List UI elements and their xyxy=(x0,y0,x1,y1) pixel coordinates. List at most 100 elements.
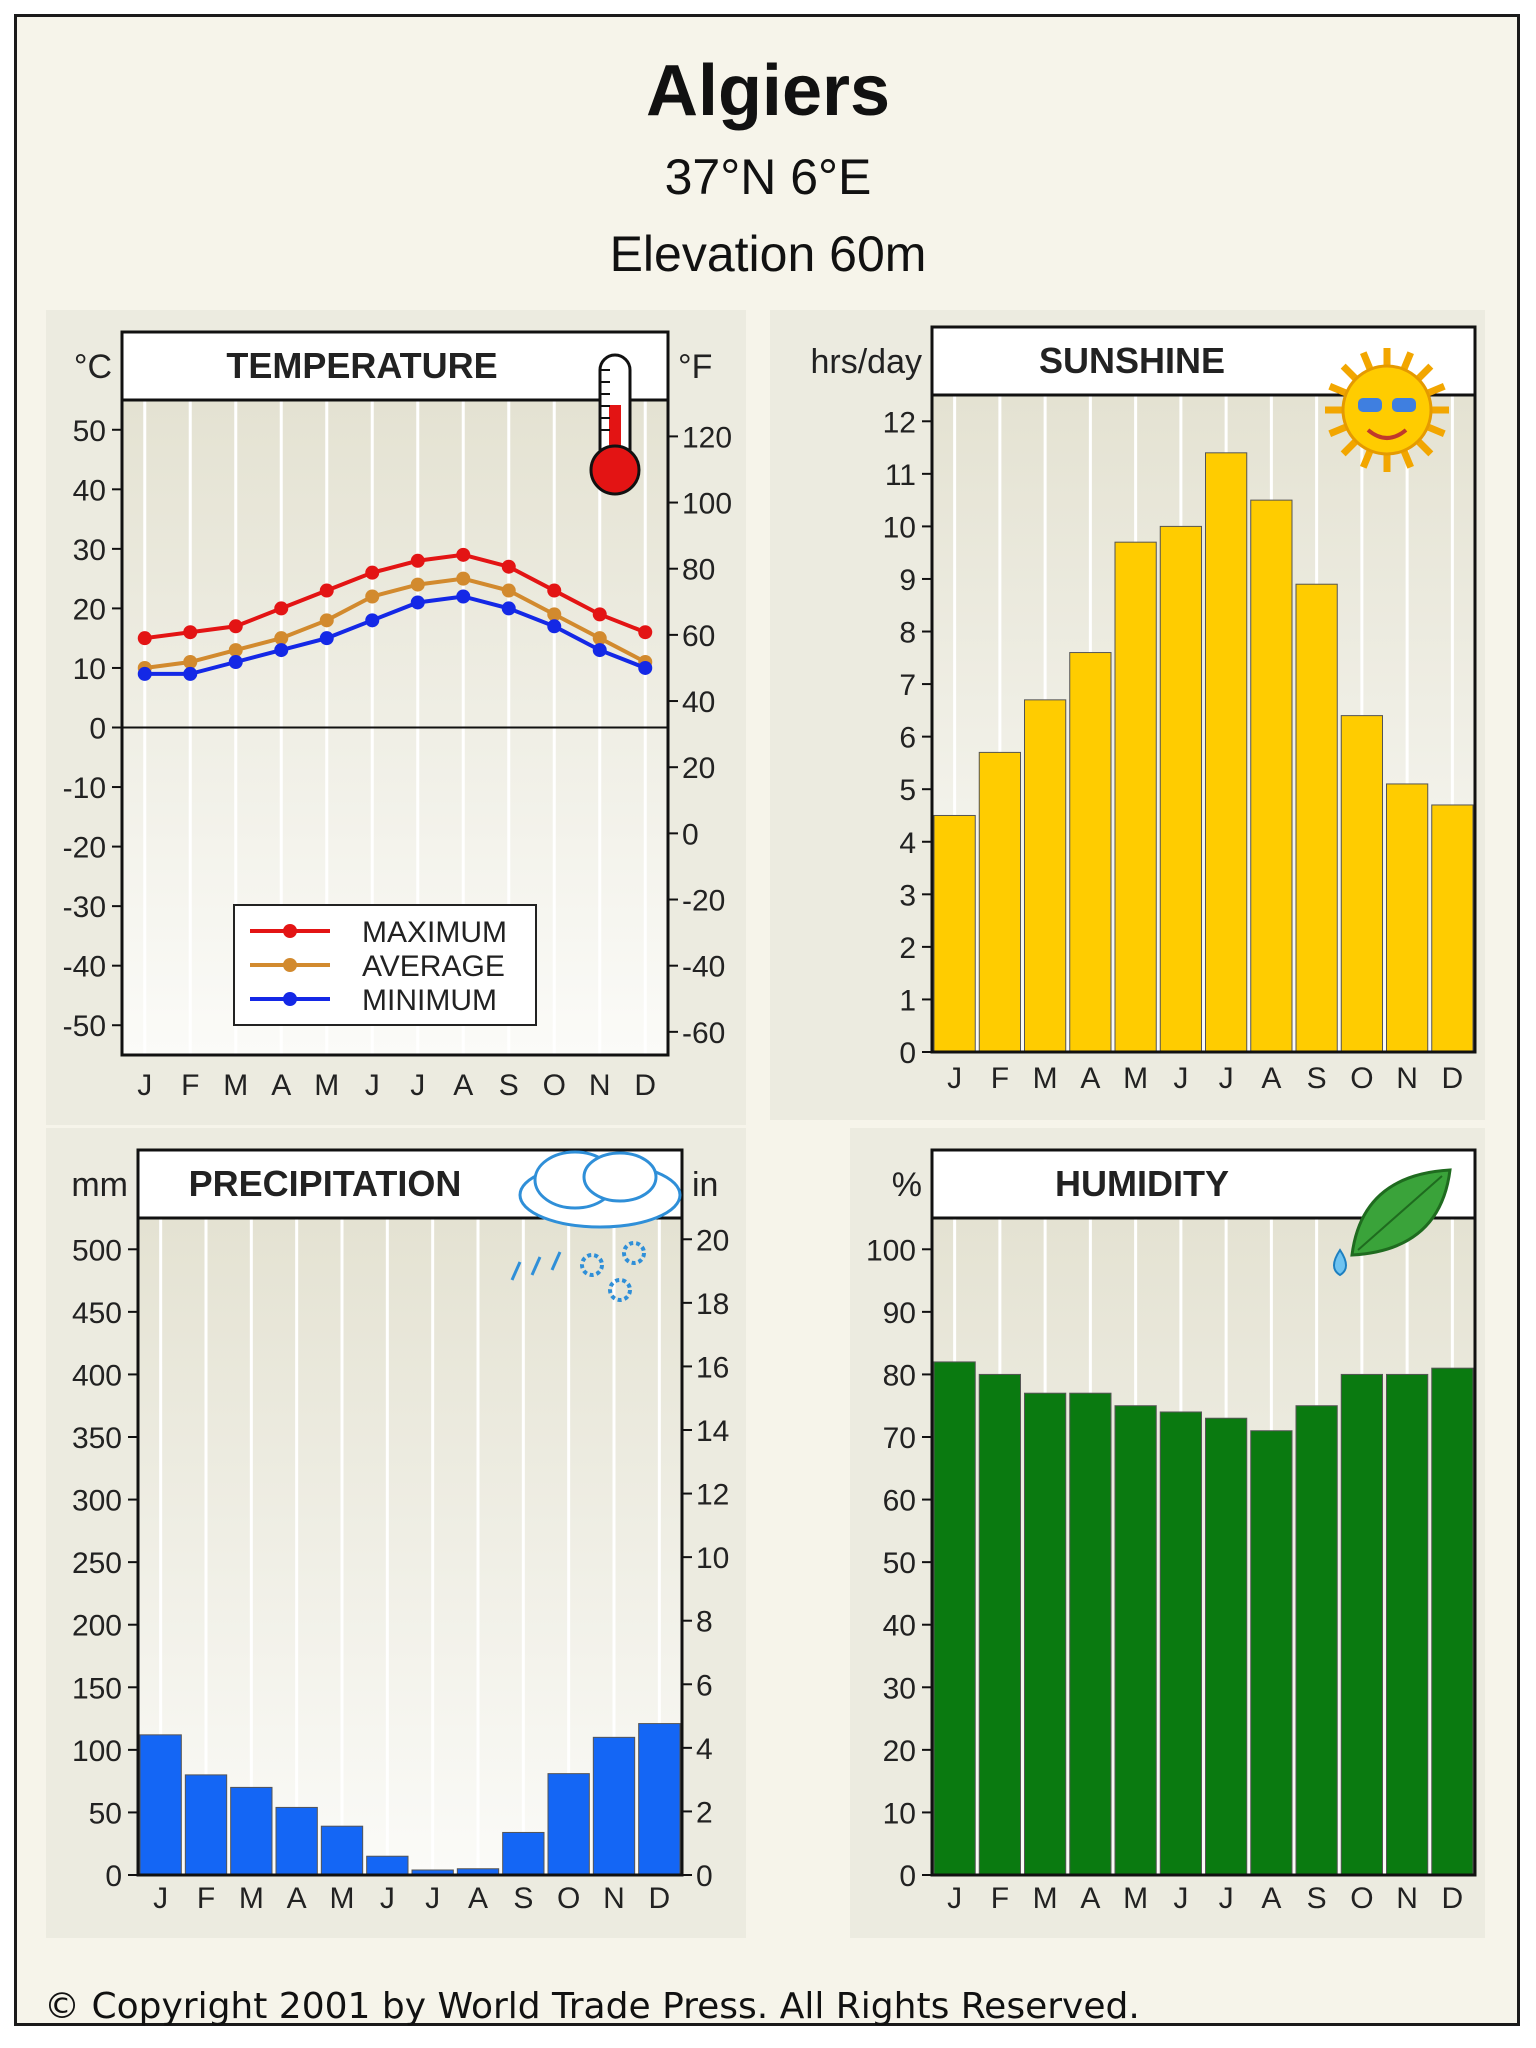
temperature-point xyxy=(410,553,425,568)
humidity-left-unit: % xyxy=(892,1166,922,1204)
precipitation-right-tick-label: 20 xyxy=(696,1224,729,1257)
temperature-plot-frame xyxy=(120,398,670,1057)
sunshine-bar xyxy=(978,751,1021,1053)
temperature-point xyxy=(456,589,471,604)
temperature-point xyxy=(228,619,243,634)
legend-swatch-dot xyxy=(283,924,297,938)
precipitation-plot-area xyxy=(138,1218,682,1875)
humidity-left-tick-label: 60 xyxy=(883,1485,916,1518)
sunshine-month-label: D xyxy=(1442,1062,1464,1095)
temperature-series-line xyxy=(144,594,646,676)
precipitation-left-tick-label: 200 xyxy=(72,1610,122,1643)
precipitation-right-tick-label: 2 xyxy=(696,1796,713,1829)
temperature-left-tick-label: -50 xyxy=(63,1010,106,1043)
sunshine-month-label: A xyxy=(1080,1062,1100,1095)
humidity-month-label: M xyxy=(1123,1882,1148,1915)
precipitation-right-tick-label: 12 xyxy=(696,1479,729,1512)
temperature-month-label: M xyxy=(314,1069,339,1102)
temperature-point xyxy=(365,589,380,604)
temperature-month-label: O xyxy=(543,1069,566,1102)
sunshine-month-label: J xyxy=(1219,1062,1234,1095)
sunshine-left-tick-label: 10 xyxy=(883,511,916,544)
temperature-month-label: S xyxy=(499,1069,519,1102)
temperature-point xyxy=(274,631,289,646)
sun-glasses xyxy=(1392,398,1416,412)
temperature-right-tick-label: 100 xyxy=(682,488,732,521)
precipitation-bar xyxy=(184,1774,228,1876)
sunshine-month-label: A xyxy=(1261,1062,1281,1095)
precipitation-left-tick-label: 50 xyxy=(89,1797,122,1830)
precipitation-plot-frame xyxy=(136,1216,684,1877)
precipitation-month-label: O xyxy=(557,1882,580,1915)
sunshine-left-tick-label: 7 xyxy=(899,669,916,702)
sunshine-month-label: S xyxy=(1307,1062,1327,1095)
legend-swatch-dot xyxy=(283,958,297,972)
precipitation-bar xyxy=(230,1786,273,1876)
temperature-left-tick-label: 20 xyxy=(73,593,106,626)
temperature-point xyxy=(228,655,243,669)
temperature-point xyxy=(592,643,607,658)
humidity-bar xyxy=(1250,1430,1293,1876)
temperature-point xyxy=(592,607,607,622)
sun-face xyxy=(1341,364,1433,456)
temperature-right-tick-label: -20 xyxy=(682,885,725,918)
precipitation-title: PRECIPITATION xyxy=(189,1163,462,1204)
sunshine-bar xyxy=(933,814,976,1053)
temperature-right-tick-label: 0 xyxy=(682,818,699,851)
rain-drop xyxy=(530,1256,542,1276)
precipitation-left-tick-label: 350 xyxy=(72,1422,122,1455)
temperature-point xyxy=(638,625,653,640)
precipitation-month-label: A xyxy=(287,1882,307,1915)
temperature-month-label: M xyxy=(223,1069,248,1102)
temperature-right-unit: °F xyxy=(678,348,712,386)
temperature-series-line xyxy=(144,576,647,670)
sunshine-left-tick-label: 0 xyxy=(899,1037,916,1070)
temperature-point xyxy=(547,583,562,598)
snowflake xyxy=(622,1241,646,1265)
sunshine-left-unit: hrs/day xyxy=(811,343,923,381)
humidity-plot-frame xyxy=(930,1216,1477,1877)
temperature-point xyxy=(456,571,471,586)
temperature-title-box xyxy=(120,330,670,402)
sunshine-month-label: J xyxy=(947,1062,962,1095)
sunshine-title: SUNSHINE xyxy=(1039,340,1225,381)
leaf-vein xyxy=(1357,1175,1443,1251)
humidity-bar xyxy=(1024,1392,1067,1876)
sunshine-month-label: J xyxy=(1173,1062,1188,1095)
temperature-point xyxy=(228,643,243,658)
temperature-point xyxy=(183,655,198,669)
precipitation-right-tick-label: 14 xyxy=(696,1415,729,1448)
humidity-left-tick-label: 10 xyxy=(883,1797,916,1830)
humidity-left-tick-label: 90 xyxy=(883,1297,916,1330)
precipitation-bar xyxy=(592,1736,636,1876)
humidity-month-label: O xyxy=(1350,1882,1373,1915)
humidity-month-label: A xyxy=(1080,1882,1100,1915)
temperature-right-tick-label: -60 xyxy=(682,1017,725,1050)
precipitation-month-label: N xyxy=(603,1882,625,1915)
copyright-notice: © Copyright 2001 by World Trade Press. A… xyxy=(44,1986,1140,2027)
sunshine-plot-frame xyxy=(930,393,1477,1054)
humidity-bar xyxy=(1159,1411,1202,1876)
temperature-left-tick-label: 0 xyxy=(89,713,106,746)
temperature-left-tick-label: 40 xyxy=(73,474,106,507)
precipitation-right-tick-label: 18 xyxy=(696,1288,729,1321)
precipitation-right-unit: in xyxy=(692,1166,718,1204)
precipitation-left-tick-label: 400 xyxy=(72,1359,122,1392)
sunshine-bar xyxy=(1114,541,1157,1053)
humidity-left-tick-label: 100 xyxy=(866,1234,916,1267)
temperature-left-tick-label: 50 xyxy=(73,415,106,448)
temperature-right-tick-label: 120 xyxy=(682,421,732,454)
sunshine-left-tick-label: 1 xyxy=(899,984,916,1017)
humidity-month-label: J xyxy=(1219,1882,1234,1915)
precipitation-month-label: M xyxy=(330,1882,355,1915)
sun-icon xyxy=(1325,348,1449,472)
sunshine-left-tick-label: 12 xyxy=(883,406,916,439)
humidity-left-tick-label: 50 xyxy=(883,1547,916,1580)
humidity-month-label: J xyxy=(1173,1882,1188,1915)
humidity-bar xyxy=(1431,1367,1474,1876)
legend-label: MINIMUM xyxy=(362,984,497,1017)
sunshine-left-tick-label: 8 xyxy=(899,617,916,650)
temperature-month-label: A xyxy=(453,1069,473,1102)
precipitation-right-tick-label: 6 xyxy=(696,1669,713,1702)
temperature-right-tick-label: 40 xyxy=(682,686,715,719)
